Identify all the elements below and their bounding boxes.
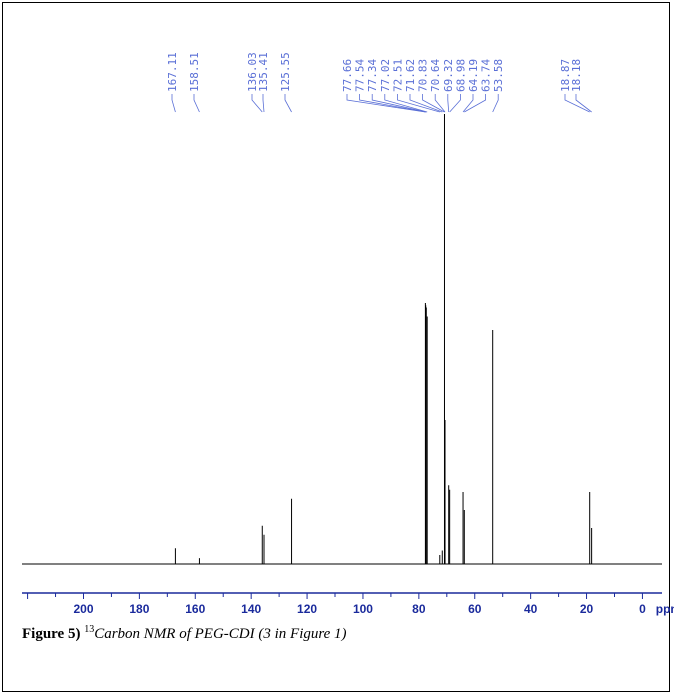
peak-label: 167.11 bbox=[166, 52, 179, 92]
peak-label-connector bbox=[359, 94, 426, 113]
x-tick-label: 140 bbox=[241, 602, 261, 616]
peak-label: 70.83 bbox=[417, 59, 430, 92]
peak-label: 70.64 bbox=[429, 59, 442, 92]
peak-label-connector bbox=[346, 94, 426, 113]
peak-label-connector bbox=[284, 94, 292, 113]
caption-superscript: 13 bbox=[84, 624, 95, 635]
peak-label: 136.03 bbox=[246, 52, 259, 92]
peak-label-connector bbox=[434, 94, 446, 113]
peak-label-connector bbox=[447, 94, 450, 113]
figure-caption: Figure 5) 13Carbon NMR of PEG-CDI (3 in … bbox=[22, 624, 662, 643]
x-axis: 200180160140120100806040200ppm bbox=[22, 592, 674, 616]
peak-label: 77.66 bbox=[341, 59, 354, 92]
peak-label: 18.87 bbox=[559, 59, 572, 92]
peak-label-connector bbox=[449, 94, 461, 113]
x-tick-label: 120 bbox=[297, 602, 317, 616]
peak-label: 77.34 bbox=[366, 59, 379, 92]
peak-label-connector bbox=[422, 94, 445, 113]
peak-label: 125.55 bbox=[279, 52, 292, 92]
peak-label-connector bbox=[384, 94, 428, 113]
caption-label: Figure 5) bbox=[22, 626, 81, 642]
spectrum-layer bbox=[22, 114, 662, 565]
peak-label-connector bbox=[464, 94, 487, 113]
peak-label: 158.51 bbox=[188, 52, 201, 92]
peak-label: 135.41 bbox=[257, 52, 270, 92]
peak-label: 68.98 bbox=[454, 59, 467, 92]
x-tick-label: 200 bbox=[73, 602, 93, 616]
peak-label-connector bbox=[171, 94, 176, 113]
peak-label-connector bbox=[251, 94, 263, 113]
x-tick-label: 160 bbox=[185, 602, 205, 616]
x-tick-label: 20 bbox=[580, 602, 594, 616]
x-tick-label: 180 bbox=[129, 602, 149, 616]
x-axis-unit-label: ppm bbox=[656, 602, 674, 616]
peak-label-connector bbox=[371, 94, 427, 113]
peak-label-connector bbox=[462, 94, 474, 113]
peak-label: 64.19 bbox=[467, 59, 480, 92]
peak-label: 71.62 bbox=[404, 59, 417, 92]
peak-label-connector bbox=[575, 94, 592, 113]
peak-label-connector bbox=[492, 94, 499, 113]
peak-label: 53.58 bbox=[492, 59, 505, 92]
peak-label: 77.54 bbox=[354, 59, 367, 92]
peak-label-connector bbox=[396, 94, 440, 113]
x-tick-label: 80 bbox=[412, 602, 426, 616]
peak-label-connector bbox=[409, 94, 443, 113]
x-tick-label: 0 bbox=[639, 602, 646, 616]
peak-label: 69.32 bbox=[442, 59, 455, 92]
peak-label: 77.02 bbox=[379, 59, 392, 92]
x-tick-label: 60 bbox=[468, 602, 482, 616]
x-tick-label: 40 bbox=[524, 602, 538, 616]
peak-label: 18.18 bbox=[570, 59, 583, 92]
peak-label-connector bbox=[193, 94, 200, 113]
x-tick-label: 100 bbox=[353, 602, 373, 616]
peak-label-connector bbox=[564, 94, 590, 113]
peak-label: 72.51 bbox=[391, 59, 404, 92]
peak-label: 63.74 bbox=[480, 59, 493, 92]
peak-label-connector bbox=[262, 94, 265, 113]
caption-text: Carbon NMR of PEG-CDI (3 in Figure 1) bbox=[94, 626, 347, 642]
